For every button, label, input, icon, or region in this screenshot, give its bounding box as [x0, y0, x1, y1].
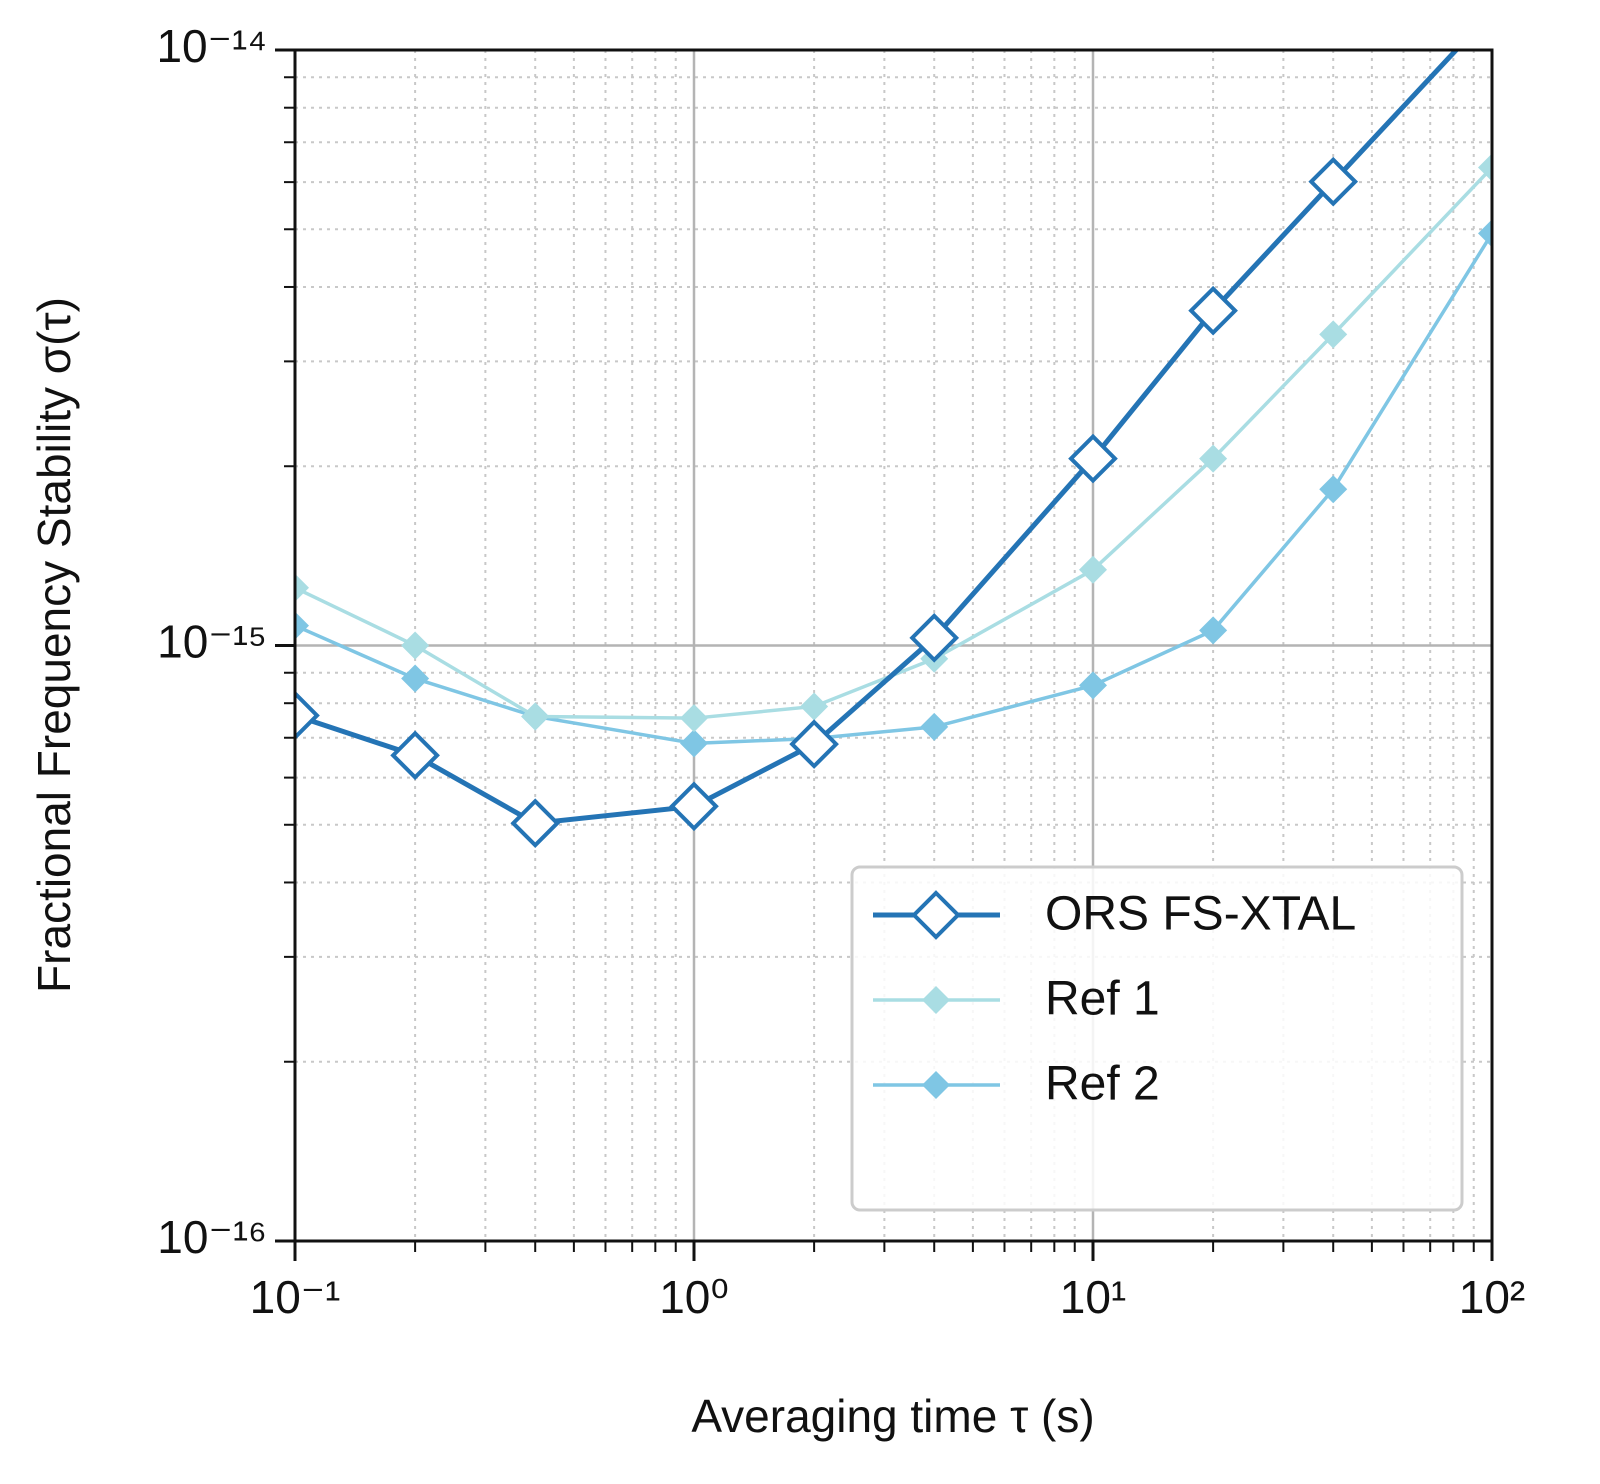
- data-point: [401, 664, 430, 693]
- data-point: [800, 692, 829, 721]
- data-point: [1319, 320, 1348, 349]
- data-point: [390, 730, 440, 781]
- data-point: [1199, 616, 1228, 645]
- y-tick-label: 10⁻¹⁴: [156, 20, 267, 72]
- legend-label: Ref 2: [1045, 1058, 1160, 1111]
- legend-box: [850, 865, 1464, 1212]
- data-point: [909, 613, 960, 663]
- data-point: [295, 611, 309, 640]
- data-point: [401, 631, 430, 660]
- data-point: [1199, 444, 1228, 473]
- data-point: [1308, 156, 1359, 207]
- data-point: [1188, 285, 1238, 336]
- data-point: [920, 712, 949, 741]
- data-point: [680, 729, 708, 758]
- data-point: [510, 798, 561, 849]
- legend-label: ORS FS-XTAL: [1045, 888, 1356, 941]
- y-tick-label: 10⁻¹⁶: [157, 1211, 267, 1263]
- legend-label: Ref 1: [1045, 973, 1160, 1026]
- y-axis-label: Fractional Frequency Stability σ(τ): [28, 297, 80, 993]
- data-point: [1478, 153, 1492, 182]
- plot-area: [295, 0, 1514, 849]
- x-tick-label: 10⁻¹: [250, 1271, 341, 1323]
- series-line: [295, 232, 1492, 746]
- ticks: 10⁻¹ 10⁰ 10¹ 10² 10⁻¹⁶ 10⁻¹⁵ 10⁻¹⁴: [156, 20, 1525, 1323]
- data-point: [1068, 433, 1118, 484]
- data-point: [1319, 475, 1348, 504]
- data-point: [789, 719, 839, 769]
- data-point: [521, 702, 550, 731]
- x-tick-label: 10²: [1459, 1271, 1525, 1323]
- data-point: [669, 781, 719, 832]
- data-point: [295, 690, 320, 741]
- legend-marker: [922, 986, 950, 1014]
- x-axis-label: Averaging time τ (s): [691, 1390, 1094, 1442]
- data-point: [1079, 671, 1107, 700]
- series-line: [295, 166, 1492, 720]
- y-tick-label: 10⁻¹⁵: [157, 616, 267, 668]
- x-tick-label: 10¹: [1060, 1271, 1126, 1323]
- x-tick-label: 10⁰: [659, 1271, 729, 1323]
- data-point: [1470, 0, 1514, 34]
- data-point: [1478, 219, 1492, 248]
- legend: ORS FS-XTAL Ref 1 Ref 2: [850, 865, 1464, 1212]
- legend-marker: [911, 890, 961, 940]
- legend-marker: [922, 1071, 950, 1099]
- data-point: [680, 704, 708, 733]
- series-line: [295, 50, 1460, 826]
- data-point: [1079, 555, 1107, 584]
- data-point: [295, 573, 309, 602]
